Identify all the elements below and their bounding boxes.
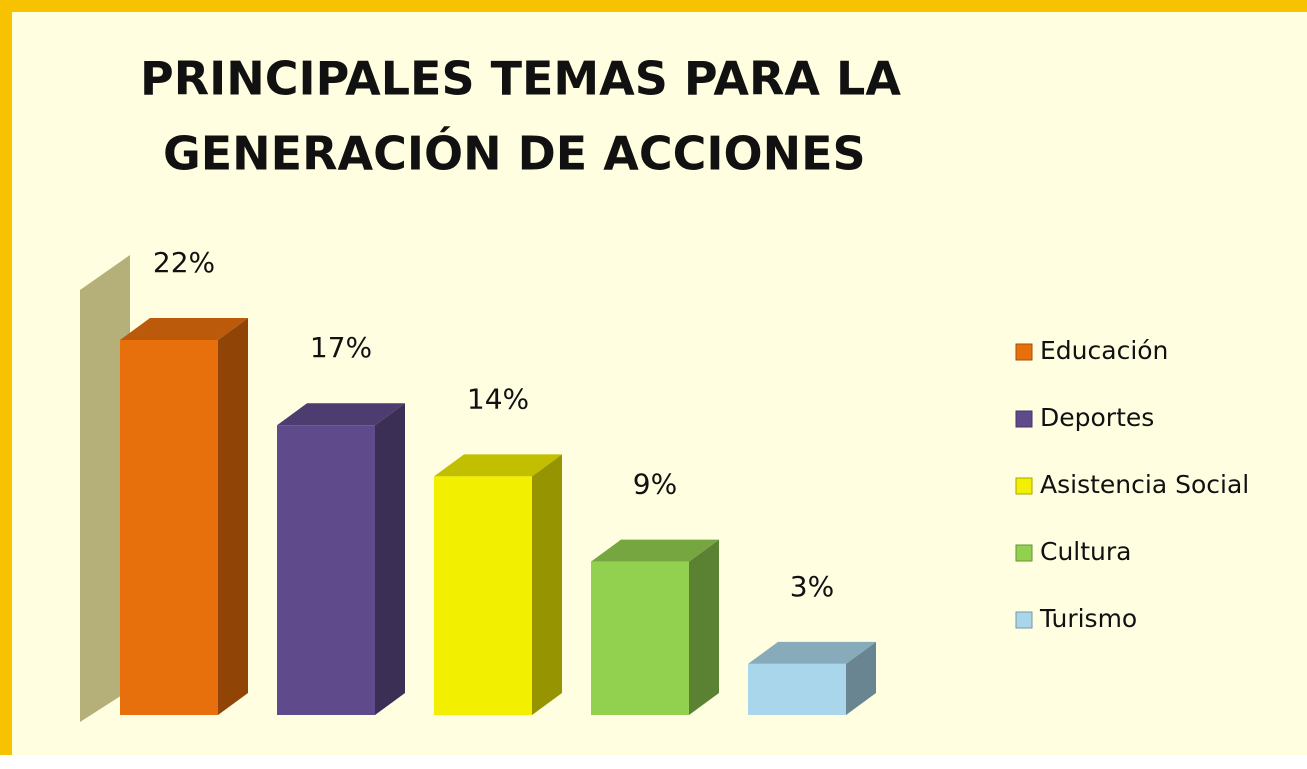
bar-side (375, 403, 405, 715)
bar-top (748, 641, 876, 664)
legend-label: Asistencia Social (1040, 470, 1249, 499)
legend-swatch (1015, 477, 1033, 495)
bar-top (277, 403, 405, 426)
bar-side (532, 454, 562, 715)
legend-label: Educación (1040, 336, 1168, 365)
bar-top (434, 454, 562, 477)
legend-swatch (1015, 343, 1033, 361)
bar (120, 340, 218, 715)
bar (277, 425, 375, 715)
legend-swatch (1015, 544, 1033, 562)
bar-side (846, 641, 876, 715)
data-label: 3% (790, 570, 834, 603)
chart-title: GENERACIÓN DE ACCIONES (163, 127, 866, 181)
back-wall (80, 255, 130, 722)
legend-label: Deportes (1040, 403, 1154, 432)
bar-side (689, 539, 719, 715)
bar (591, 561, 689, 715)
data-label: 22% (153, 246, 215, 279)
legend-label: Turismo (1039, 604, 1137, 633)
bar-side (218, 318, 248, 715)
bar-top (591, 539, 719, 562)
legend-label: Cultura (1040, 537, 1132, 566)
chart-title: PRINCIPALES TEMAS PARA LA (140, 52, 901, 106)
legend-swatch (1015, 410, 1033, 428)
data-label: 9% (633, 468, 677, 501)
bar (434, 476, 532, 715)
legend-swatch (1015, 611, 1033, 629)
bar (748, 663, 846, 715)
data-label: 17% (310, 331, 372, 364)
data-label: 14% (467, 382, 529, 415)
bar-top (120, 318, 248, 340)
